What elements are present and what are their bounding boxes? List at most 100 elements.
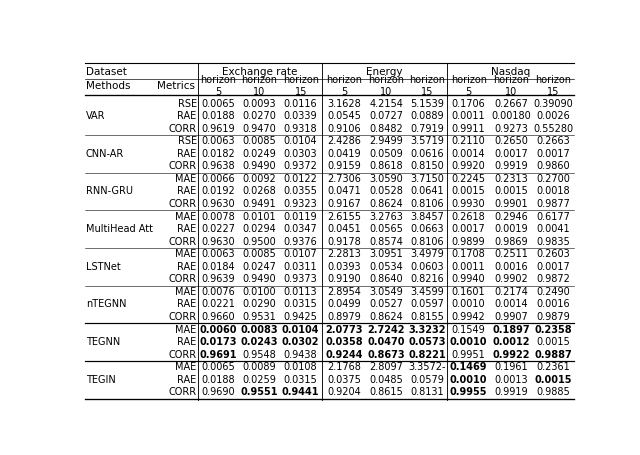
- Text: 0.1897: 0.1897: [493, 324, 531, 334]
- Text: 0.9630: 0.9630: [202, 199, 236, 209]
- Text: RAE: RAE: [177, 111, 196, 121]
- Text: horizon
10: horizon 10: [369, 75, 404, 97]
- Text: 0.0227: 0.0227: [202, 224, 236, 234]
- Text: TEGIN: TEGIN: [86, 375, 116, 385]
- Text: 0.0100: 0.0100: [242, 287, 276, 297]
- Text: 3.0951: 3.0951: [369, 249, 403, 259]
- Text: 0.0573: 0.0573: [408, 337, 445, 347]
- Text: 0.0393: 0.0393: [327, 262, 361, 272]
- Text: 0.2667: 0.2667: [495, 99, 529, 109]
- Text: nTEGNN: nTEGNN: [86, 299, 127, 309]
- Text: 2.8097: 2.8097: [369, 362, 403, 372]
- Text: 0.9441: 0.9441: [282, 387, 319, 397]
- Text: 0.8624: 0.8624: [369, 199, 403, 209]
- Text: 4.2154: 4.2154: [369, 99, 403, 109]
- Text: 0.8106: 0.8106: [410, 237, 444, 247]
- Text: 0.0104: 0.0104: [282, 324, 319, 334]
- Text: 0.9901: 0.9901: [495, 199, 529, 209]
- Text: 0.0065: 0.0065: [202, 362, 236, 372]
- Text: 0.9885: 0.9885: [536, 387, 570, 397]
- Text: RAE: RAE: [177, 375, 196, 385]
- Text: 0.0017: 0.0017: [495, 149, 529, 159]
- Text: 0.0315: 0.0315: [284, 375, 317, 385]
- Text: 0.0358: 0.0358: [325, 337, 363, 347]
- Text: 0.0419: 0.0419: [327, 149, 361, 159]
- Text: 0.9190: 0.9190: [327, 274, 361, 284]
- Text: CORR: CORR: [168, 237, 196, 247]
- Text: RAE: RAE: [177, 187, 196, 197]
- Text: 0.9691: 0.9691: [200, 350, 237, 360]
- Text: 0.0017: 0.0017: [536, 149, 570, 159]
- Text: 0.8640: 0.8640: [370, 274, 403, 284]
- Text: 0.9860: 0.9860: [536, 162, 570, 172]
- Text: 0.9951: 0.9951: [452, 350, 486, 360]
- Text: MAE: MAE: [175, 362, 196, 372]
- Text: 3.8457: 3.8457: [410, 212, 444, 222]
- Text: 0.0113: 0.0113: [284, 287, 317, 297]
- Text: 0.0015: 0.0015: [534, 375, 572, 385]
- Text: 2.1768: 2.1768: [327, 362, 361, 372]
- Text: 0.0259: 0.0259: [242, 375, 276, 385]
- Text: 0.2358: 0.2358: [534, 324, 572, 334]
- Text: 0.8673: 0.8673: [367, 350, 405, 360]
- Text: RAE: RAE: [177, 337, 196, 347]
- Text: 0.9907: 0.9907: [495, 312, 529, 322]
- Text: 0.1601: 0.1601: [452, 287, 486, 297]
- Text: CORR: CORR: [168, 312, 196, 322]
- Text: 3.3572-: 3.3572-: [408, 362, 445, 372]
- Text: 3.7150: 3.7150: [410, 174, 444, 184]
- Text: 0.8131: 0.8131: [410, 387, 444, 397]
- Text: 0.9500: 0.9500: [242, 237, 276, 247]
- Text: 0.0122: 0.0122: [284, 174, 317, 184]
- Text: 0.9491: 0.9491: [242, 199, 276, 209]
- Text: 0.0243: 0.0243: [240, 337, 278, 347]
- Text: 0.0017: 0.0017: [452, 224, 486, 234]
- Text: 0.0192: 0.0192: [202, 187, 236, 197]
- Text: 0.0093: 0.0093: [242, 99, 276, 109]
- Text: 0.0063: 0.0063: [202, 249, 236, 259]
- Text: 0.9619: 0.9619: [202, 124, 236, 134]
- Text: 0.0015: 0.0015: [495, 187, 529, 197]
- Text: 0.0101: 0.0101: [242, 212, 276, 222]
- Text: 0.2618: 0.2618: [452, 212, 486, 222]
- Text: horizon
5: horizon 5: [326, 75, 362, 97]
- Text: 0.9835: 0.9835: [536, 237, 570, 247]
- Text: MAE: MAE: [175, 287, 196, 297]
- Text: 0.2174: 0.2174: [495, 287, 529, 297]
- Text: 0.9879: 0.9879: [536, 312, 570, 322]
- Text: 0.0015: 0.0015: [536, 337, 570, 347]
- Text: 0.0509: 0.0509: [369, 149, 403, 159]
- Text: 0.0182: 0.0182: [202, 149, 236, 159]
- Text: 0.8221: 0.8221: [408, 350, 446, 360]
- Text: 0.0173: 0.0173: [200, 337, 237, 347]
- Text: 0.0302: 0.0302: [282, 337, 319, 347]
- Text: 0.0290: 0.0290: [242, 299, 276, 309]
- Text: Methods: Methods: [86, 81, 131, 91]
- Text: 3.1628: 3.1628: [327, 99, 361, 109]
- Text: 0.0041: 0.0041: [536, 224, 570, 234]
- Text: 0.0889: 0.0889: [410, 111, 444, 121]
- Text: 0.9548: 0.9548: [242, 350, 276, 360]
- Text: 0.0026: 0.0026: [536, 111, 570, 121]
- Text: 0.0010: 0.0010: [450, 375, 488, 385]
- Text: 0.9531: 0.9531: [242, 312, 276, 322]
- Text: 0.0565: 0.0565: [369, 224, 403, 234]
- Text: 0.0078: 0.0078: [202, 212, 236, 222]
- Text: RSE: RSE: [177, 99, 196, 109]
- Text: 0.0471: 0.0471: [327, 187, 361, 197]
- Text: 0.0451: 0.0451: [327, 224, 361, 234]
- Text: 0.0355: 0.0355: [284, 187, 317, 197]
- Text: 0.0107: 0.0107: [284, 249, 317, 259]
- Text: 2.4286: 2.4286: [327, 136, 361, 146]
- Text: horizon
10: horizon 10: [493, 75, 529, 97]
- Text: 0.0528: 0.0528: [369, 187, 403, 197]
- Text: 0.0616: 0.0616: [410, 149, 444, 159]
- Text: RAE: RAE: [177, 262, 196, 272]
- Text: 0.9639: 0.9639: [202, 274, 236, 284]
- Text: 0.9911: 0.9911: [452, 124, 486, 134]
- Text: 0.2650: 0.2650: [495, 136, 529, 146]
- Text: 0.6177: 0.6177: [536, 212, 570, 222]
- Text: 2.8954: 2.8954: [327, 287, 361, 297]
- Text: 0.9178: 0.9178: [327, 237, 361, 247]
- Text: 0.9955: 0.9955: [450, 387, 488, 397]
